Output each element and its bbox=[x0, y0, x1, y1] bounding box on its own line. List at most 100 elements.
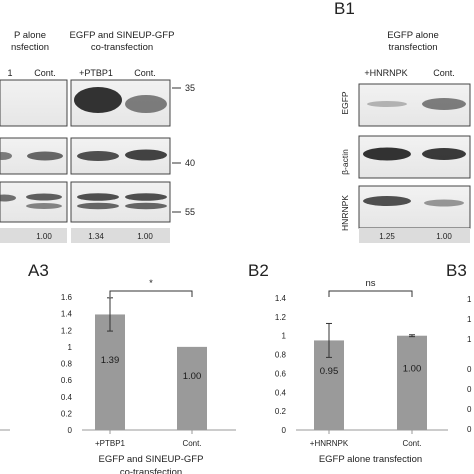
x-tick-label: Cont. bbox=[182, 439, 201, 448]
mw-marker-label: 55 bbox=[185, 207, 195, 217]
lane-label: +PTBP1 bbox=[79, 68, 113, 78]
blot-header-line2: co-transfection bbox=[91, 42, 153, 53]
mw-marker-label: 40 bbox=[185, 158, 195, 168]
clipped-tick: 1 bbox=[467, 315, 472, 324]
y-tick-label: 0.8 bbox=[61, 360, 73, 369]
lane-label: +HNRNPK bbox=[364, 68, 407, 78]
bar bbox=[397, 335, 427, 430]
lane-label: Cont. bbox=[134, 68, 156, 78]
y-tick-label: 1.4 bbox=[275, 294, 287, 303]
quant-value: 1.34 bbox=[88, 232, 104, 241]
quant-value: 1.00 bbox=[137, 232, 153, 241]
bar-value-label: 1.00 bbox=[403, 364, 422, 375]
blot-band bbox=[363, 147, 411, 161]
blot-header-line2: transfection bbox=[388, 42, 437, 53]
panel-label-b3: B3 bbox=[446, 261, 467, 280]
bar bbox=[95, 314, 125, 430]
x-tick-label: +HNRNPK bbox=[310, 439, 349, 448]
y-tick-label: 1.2 bbox=[61, 326, 73, 335]
y-tick-label: 0.4 bbox=[61, 393, 73, 402]
y-tick-label: 1.4 bbox=[61, 310, 73, 319]
quant-strip bbox=[359, 228, 470, 243]
mw-marker-label: 35 bbox=[185, 83, 195, 93]
blot-panel-a-right: EGFP and SINEUP-GFP co-transfection +PTB… bbox=[70, 30, 195, 243]
quant-strip bbox=[71, 228, 170, 243]
y-tick-label: 0.4 bbox=[275, 388, 287, 397]
x-tick-label: +PTBP1 bbox=[95, 439, 126, 448]
panel-label-b1: B1 bbox=[334, 0, 355, 18]
significance-bracket bbox=[328, 290, 413, 297]
bar bbox=[177, 346, 207, 430]
y-tick-label: 1 bbox=[68, 343, 73, 352]
chart-a3: 0 0.2 0.4 0.6 0.8 1 1.2 1.4 1.6 1.39 +PTBP1 1.00 Con… bbox=[61, 278, 236, 474]
blot-panel-a-left: P alone nsfection 1 Cont. 1.00 bbox=[0, 30, 68, 243]
lane-label: Cont. bbox=[433, 68, 455, 78]
x-axis-title: EGFP alone transfection bbox=[319, 454, 422, 465]
blot-image bbox=[358, 185, 471, 229]
clipped-tick: 0 bbox=[467, 425, 472, 434]
blot-band bbox=[77, 151, 119, 161]
b3-clipped-ticks: 1 1 1 0 0 0 0 bbox=[467, 295, 472, 434]
y-tick-label: 0.2 bbox=[275, 407, 287, 416]
significance-label: * bbox=[149, 278, 153, 289]
quant-value: 1.25 bbox=[379, 232, 395, 241]
x-tick-label: Cont. bbox=[402, 439, 421, 448]
clipped-tick: 0 bbox=[467, 385, 472, 394]
blot-band bbox=[422, 148, 466, 160]
significance-label: ns bbox=[365, 278, 375, 289]
blot-band bbox=[77, 193, 119, 201]
row-label: β-actin bbox=[340, 149, 350, 175]
bar-value-label: 0.95 bbox=[320, 366, 339, 377]
quant-strip bbox=[0, 228, 67, 243]
blot-header-line1: P alone bbox=[14, 30, 46, 41]
blot-band bbox=[0, 152, 12, 160]
y-tick-label: 0.6 bbox=[61, 376, 73, 385]
y-tick-label: 1 bbox=[282, 332, 287, 341]
blot-band bbox=[363, 196, 411, 206]
lane-label: Cont. bbox=[34, 68, 56, 78]
clipped-tick: 1 bbox=[467, 295, 472, 304]
x-axis-title-line2: co-transfection bbox=[120, 467, 182, 474]
significance-bracket bbox=[109, 290, 193, 297]
blot-band bbox=[125, 95, 167, 113]
clipped-tick: 0 bbox=[467, 365, 472, 374]
y-tick-label: 1.2 bbox=[275, 313, 287, 322]
blot-band bbox=[0, 194, 16, 202]
quant-value: 1.00 bbox=[36, 232, 52, 241]
row-label: HNRNPK bbox=[340, 195, 350, 231]
y-tick-label: 0 bbox=[282, 426, 287, 435]
chart-b2: 0 0.2 0.4 0.6 0.8 1 1.2 1.4 0.95 +HNRNPK 1.00 Cont.… bbox=[275, 278, 448, 465]
blot-image bbox=[0, 181, 68, 223]
blot-band bbox=[125, 202, 167, 210]
blot-band bbox=[424, 199, 464, 207]
blot-band bbox=[77, 202, 119, 210]
y-tick-label: 0.6 bbox=[275, 369, 287, 378]
blot-band bbox=[422, 98, 466, 110]
y-tick-label: 0.2 bbox=[61, 409, 73, 418]
x-axis-title: EGFP and SINEUP-GFP bbox=[99, 454, 204, 465]
quant-value: 1.00 bbox=[436, 232, 452, 241]
blot-band bbox=[27, 151, 63, 161]
panel-label-a3: A3 bbox=[28, 261, 49, 280]
blot-header-line1: EGFP alone bbox=[387, 30, 439, 41]
blot-band bbox=[74, 87, 122, 113]
blot-image bbox=[0, 79, 68, 127]
blot-band bbox=[26, 193, 62, 201]
bar-value-label: 1.00 bbox=[183, 371, 202, 382]
clipped-tick: 0 bbox=[467, 405, 472, 414]
blot-header-line2: nsfection bbox=[11, 42, 49, 53]
y-tick-label: 1.6 bbox=[61, 293, 73, 302]
y-tick-label: 0.8 bbox=[275, 351, 287, 360]
row-label: EGFP bbox=[340, 91, 350, 114]
panel-label-b2: B2 bbox=[248, 261, 269, 280]
blot-band bbox=[125, 193, 167, 201]
blot-band bbox=[367, 101, 407, 107]
blot-image bbox=[70, 181, 171, 223]
blot-band bbox=[26, 203, 62, 209]
lane-label: 1 bbox=[7, 68, 12, 78]
blot-header-line1: EGFP and SINEUP-GFP bbox=[70, 30, 175, 41]
blot-panel-b1: B1 EGFP alone transfection +HNRNPK Cont.… bbox=[334, 0, 471, 243]
bar-value-label: 1.39 bbox=[101, 355, 120, 366]
blot-band bbox=[125, 149, 167, 161]
